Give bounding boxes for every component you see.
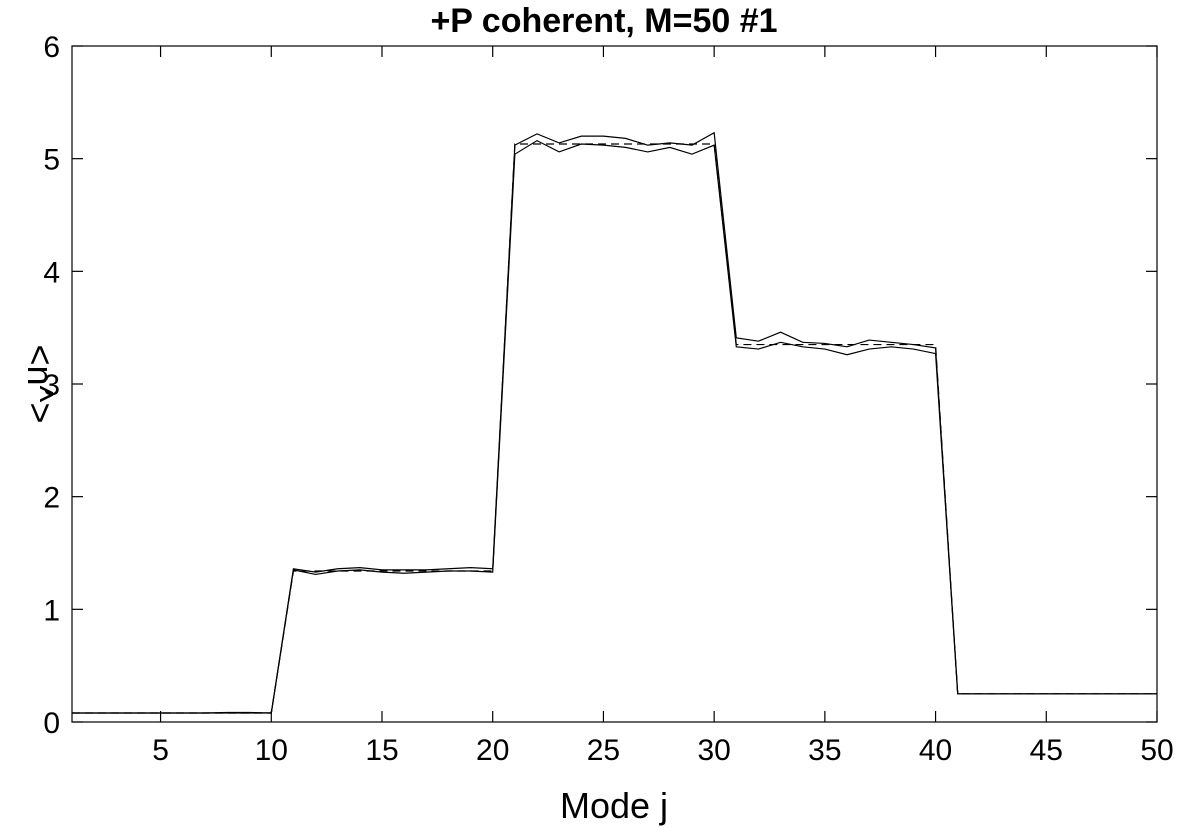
y-axis-label: <n^> — [20, 345, 61, 424]
x-tick-label: 20 — [476, 734, 509, 767]
x-tick-label: 15 — [365, 734, 398, 767]
y-tick-label: 4 — [43, 256, 60, 289]
plot-area-border — [71, 45, 1158, 723]
x-tick-label: 50 — [1140, 734, 1173, 767]
x-tick-label: 10 — [255, 734, 288, 767]
x-tick-label: 30 — [697, 734, 730, 767]
chart-title: +P coherent, M=50 #1 — [430, 2, 777, 40]
series-line-3 — [72, 139, 1157, 714]
y-tick-label: 1 — [43, 594, 60, 627]
x-tick-label: 5 — [152, 734, 169, 767]
x-tick-label: 45 — [1030, 734, 1063, 767]
y-tick-label: 6 — [43, 31, 60, 64]
y-tick-label: 2 — [43, 482, 60, 515]
plot-content — [72, 131, 1157, 714]
y-tick-label: 5 — [43, 144, 60, 177]
x-tick-label: 40 — [919, 734, 952, 767]
x-axis-label: Mode j — [560, 785, 668, 826]
x-tick-label: 35 — [808, 734, 841, 767]
y-tick-label: 3 — [43, 369, 60, 402]
y-tick-label: 0 — [43, 707, 60, 740]
x-tick-label: 25 — [587, 734, 620, 767]
